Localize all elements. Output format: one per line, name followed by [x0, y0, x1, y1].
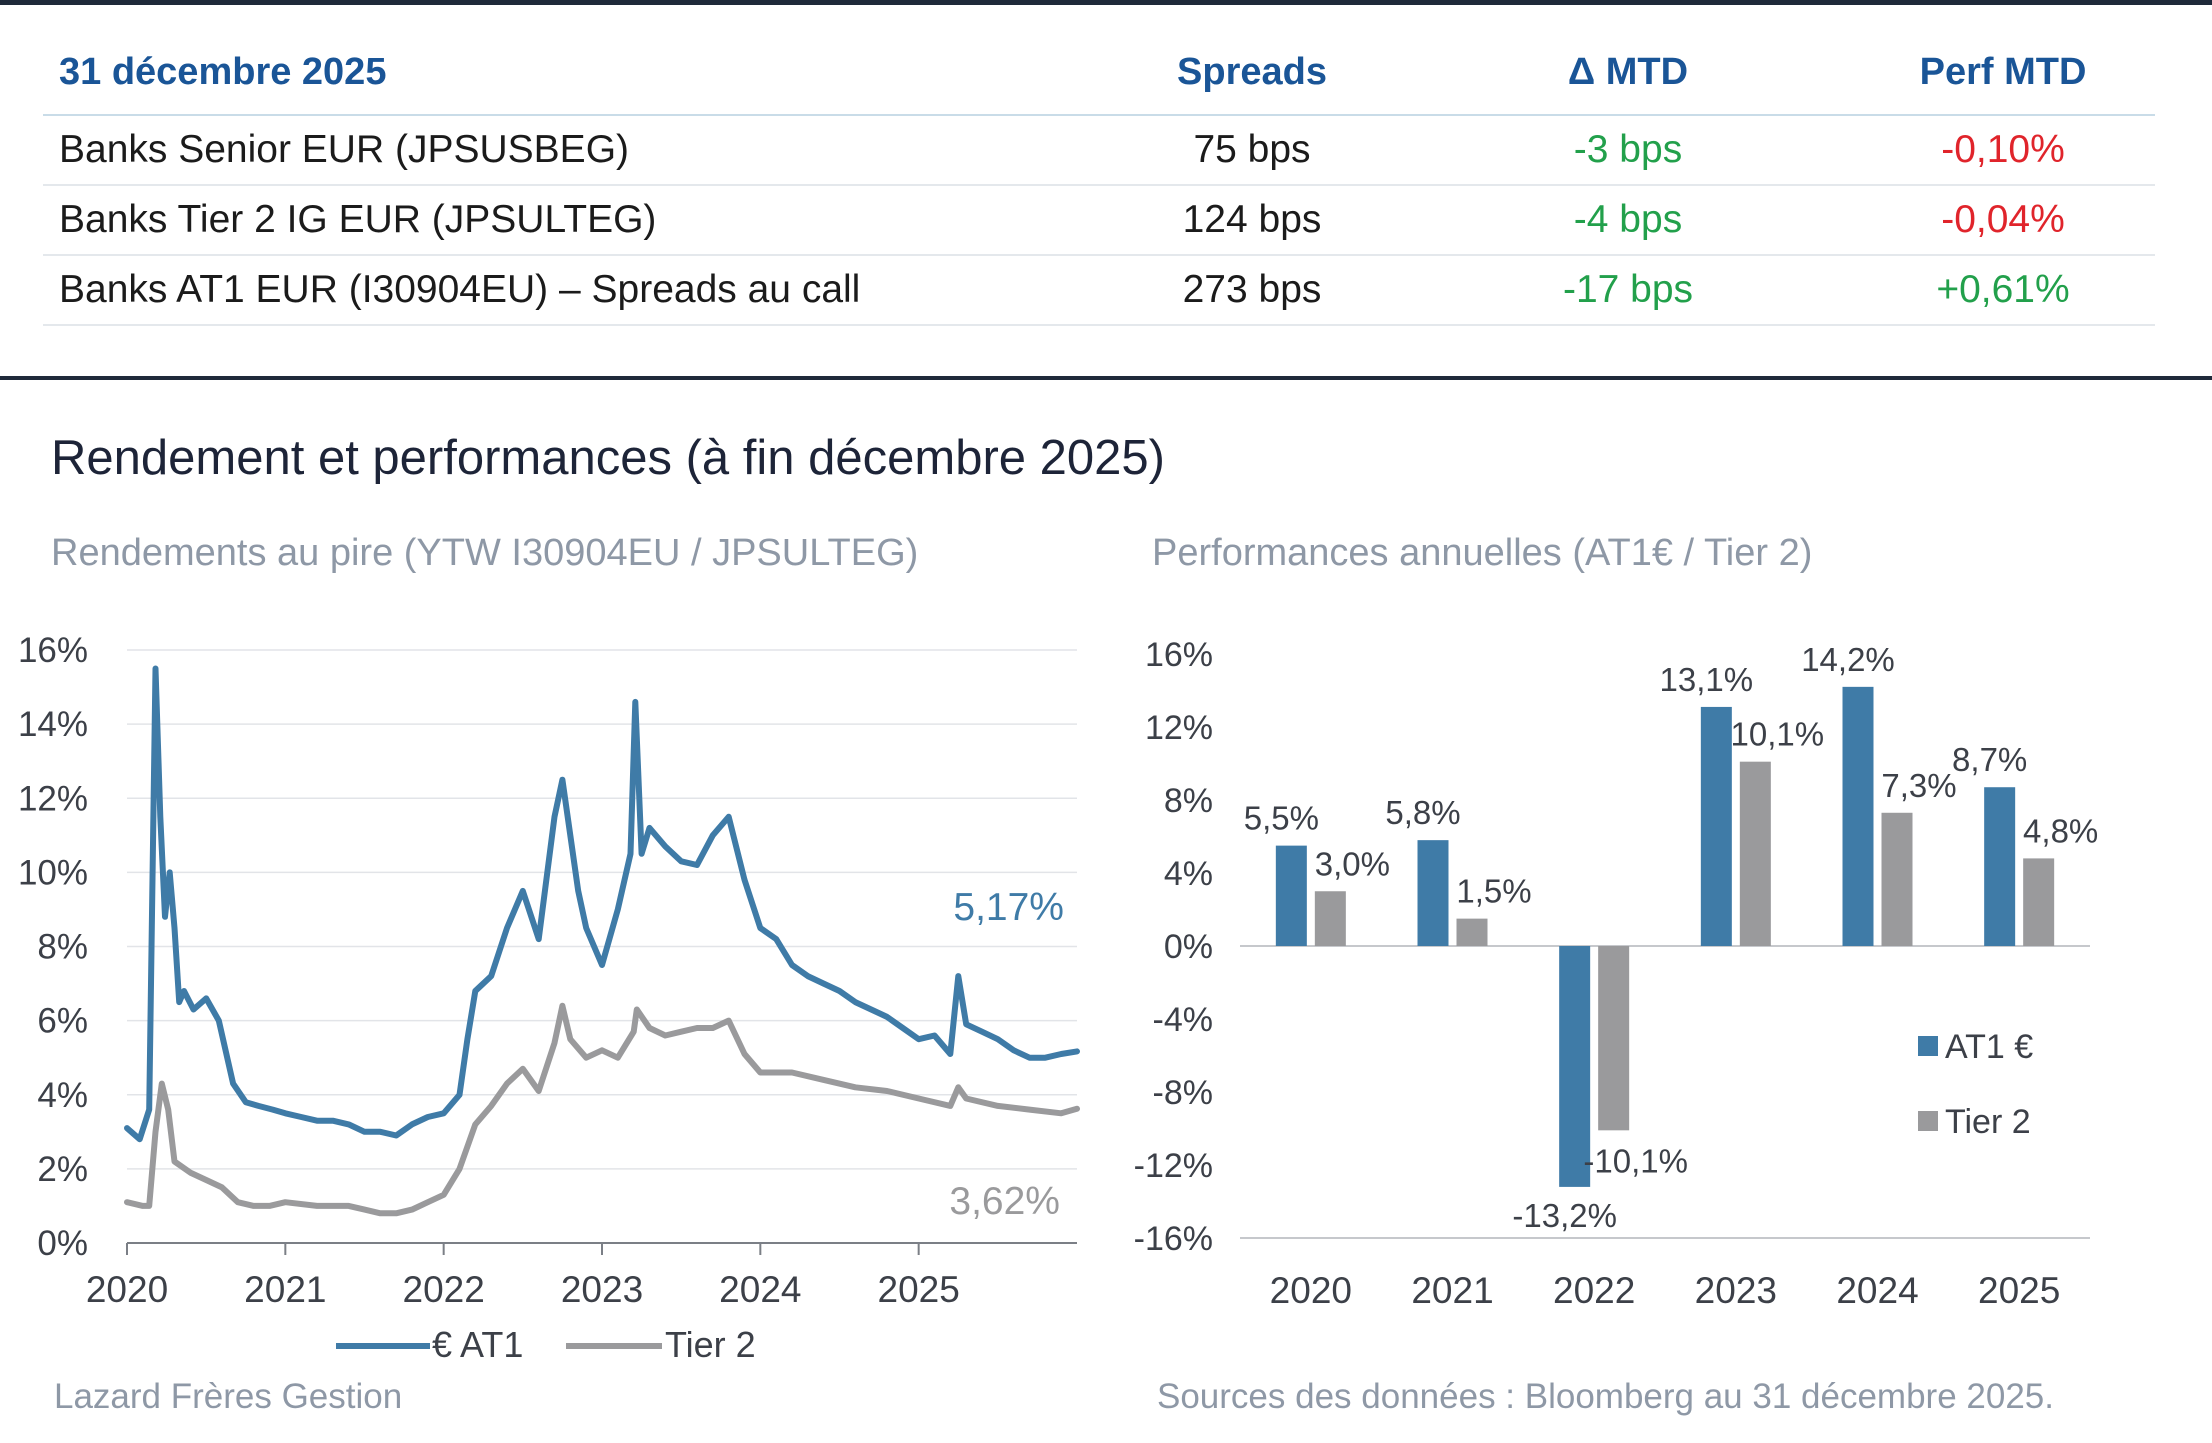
line-chart-x-tick-label: 2021 [244, 1269, 326, 1310]
tier2-yield-line [124, 1002, 1080, 1217]
bar-chart-y-tick-label: 8% [1164, 782, 1213, 820]
tier2-bar-2021 [1456, 918, 1488, 946]
line-chart-x-tick-label: 2022 [403, 1269, 485, 1310]
tier2-end-value-label: 3,62% [949, 1180, 1060, 1223]
at1-bar-value-label-2020: 5,5% [1244, 800, 1319, 837]
tier2-legend-label: Tier 2 [665, 1324, 756, 1365]
bar-chart-y-tick-label: -4% [1153, 1001, 1213, 1039]
line-chart-y-tick-label: 16% [18, 631, 88, 670]
tier2-bar-2025 [2023, 858, 2055, 946]
row-perf: -0,10% [1941, 128, 2065, 171]
bar-chart-x-tick-label: 2022 [1553, 1270, 1635, 1311]
footer-source-right: Sources des données : Bloomberg au 31 dé… [1157, 1377, 2054, 1416]
tier2-bar-value-label-2022: -10,1% [1583, 1142, 1688, 1179]
line-chart-x-tick-label: 2023 [561, 1269, 643, 1310]
row-delta: -17 bps [1562, 268, 1694, 311]
row-perf: +0,61% [1936, 268, 2070, 311]
line-chart-y-tick-label: 2% [37, 1150, 88, 1189]
at1-bar-2023 [1700, 706, 1732, 946]
tier2-bar-value-label-2023: 10,1% [1731, 716, 1825, 753]
bar-chart-y-tick-label: 0% [1164, 928, 1213, 966]
at1-bar-value-label-2024: 14,2% [1801, 641, 1895, 678]
tier2-bar-2024 [1881, 812, 1913, 946]
top-rule [0, 0, 2212, 5]
at1-bar-value-label-2023: 13,1% [1660, 661, 1754, 698]
tier2-bar-2020 [1314, 891, 1346, 946]
line-chart-y-tick-label: 8% [37, 928, 88, 967]
at1-bar-2021 [1417, 840, 1449, 946]
line-chart-x-tick-label: 2020 [86, 1269, 168, 1310]
row-name: Banks Tier 2 IG EUR (JPSULTEG) [59, 198, 657, 241]
tier2-bar-value-label-2021: 1,5% [1456, 873, 1531, 910]
line-chart-y-tick-label: 0% [37, 1224, 88, 1263]
at1-bar-value-label-2025: 8,7% [1952, 741, 2027, 778]
line-chart-title: Rendements au pire (YTW I30904EU / JPSUL… [51, 532, 919, 574]
tier2-bar-2022 [1598, 946, 1630, 1131]
bar-chart-x-tick-label: 2021 [1411, 1270, 1493, 1311]
perf-mtd-column-header: Perf MTD [1919, 50, 2087, 93]
bar-chart-x-tick-label: 2023 [1695, 1270, 1777, 1311]
line-chart-x-tick-label: 2025 [878, 1269, 960, 1310]
line-chart-y-tick-label: 14% [18, 705, 88, 744]
bar-chart-y-tick-label: 4% [1164, 855, 1213, 893]
section-title: Rendement et performances (à fin décembr… [51, 431, 1165, 485]
table-row: Banks Tier 2 IG EUR (JPSULTEG) 124 bps -… [43, 186, 2155, 256]
bar-chart-title: Performances annuelles (AT1€ / Tier 2) [1152, 532, 1813, 574]
row-name: Banks Senior EUR (JPSUSBEG) [59, 128, 630, 171]
bar-chart-y-tick-label: 12% [1145, 709, 1213, 747]
table-row: Banks Senior EUR (JPSUSBEG) 75 bps -3 bp… [43, 116, 2155, 186]
bar-chart-y-tick-label: -12% [1134, 1147, 1213, 1185]
section-rule [0, 376, 2212, 380]
row-delta: -4 bps [1573, 198, 1683, 241]
at1-legend-label: € AT1 [432, 1324, 523, 1365]
spreads-table: 31 décembre 2025 Spreads Δ MTD Perf MTD … [43, 30, 2155, 326]
line-chart-x-tick-label: 2024 [719, 1269, 801, 1310]
tier2-bar-value-label-2020: 3,0% [1315, 845, 1390, 882]
at1-yield-line [124, 665, 1080, 1143]
at1-bar-2024 [1842, 686, 1874, 946]
bar-chart-x-tick-label: 2025 [1978, 1270, 2060, 1311]
footer-source-left: Lazard Frères Gestion [54, 1377, 403, 1416]
row-delta: -3 bps [1573, 128, 1683, 171]
at1-bar-legend-label: AT1 € [1945, 1028, 2033, 1066]
delta-mtd-column-header: Δ MTD [1567, 50, 1689, 93]
tier2-bar-value-label-2024: 7,3% [1881, 767, 1956, 804]
table-header-row: 31 décembre 2025 Spreads Δ MTD Perf MTD [43, 30, 2155, 116]
at1-bar-2022 [1559, 946, 1591, 1187]
spreads-column-header: Spreads [1177, 50, 1327, 93]
table-date-header: 31 décembre 2025 [59, 50, 387, 93]
at1-bar-value-label-2022: -13,2% [1512, 1197, 1617, 1234]
line-chart-y-tick-label: 10% [18, 853, 88, 892]
bar-chart-x-tick-label: 2024 [1836, 1270, 1918, 1311]
at1-bar-2025 [1984, 787, 2016, 946]
line-chart-y-tick-label: 12% [18, 779, 88, 818]
bar-chart-y-tick-label: -16% [1134, 1220, 1213, 1258]
row-spread: 124 bps [1182, 198, 1322, 241]
row-spread: 75 bps [1193, 128, 1311, 171]
table-row: Banks AT1 EUR (I30904EU) – Spreads au ca… [43, 256, 2155, 326]
line-chart-y-tick-label: 6% [37, 1002, 88, 1041]
bar-chart-x-tick-label: 2020 [1270, 1270, 1352, 1311]
bar-chart-y-tick-label: 16% [1145, 636, 1213, 674]
at1-bar-value-label-2021: 5,8% [1385, 794, 1460, 831]
tier2-bar-legend-label: Tier 2 [1945, 1103, 2031, 1141]
row-name: Banks AT1 EUR (I30904EU) – Spreads au ca… [59, 268, 861, 311]
line-chart-y-tick-label: 4% [37, 1076, 88, 1115]
bar-chart-y-tick-label: -8% [1153, 1074, 1213, 1112]
at1-end-value-label: 5,17% [953, 886, 1064, 929]
tier2-bar-2023 [1739, 761, 1771, 946]
tier2-bar-legend-swatch [1918, 1111, 1938, 1131]
at1-bar-legend-swatch [1918, 1036, 1938, 1056]
row-spread: 273 bps [1182, 268, 1322, 311]
at1-bar-2020 [1275, 845, 1307, 946]
tier2-bar-value-label-2025: 4,8% [2023, 812, 2098, 849]
row-perf: -0,04% [1941, 198, 2065, 241]
